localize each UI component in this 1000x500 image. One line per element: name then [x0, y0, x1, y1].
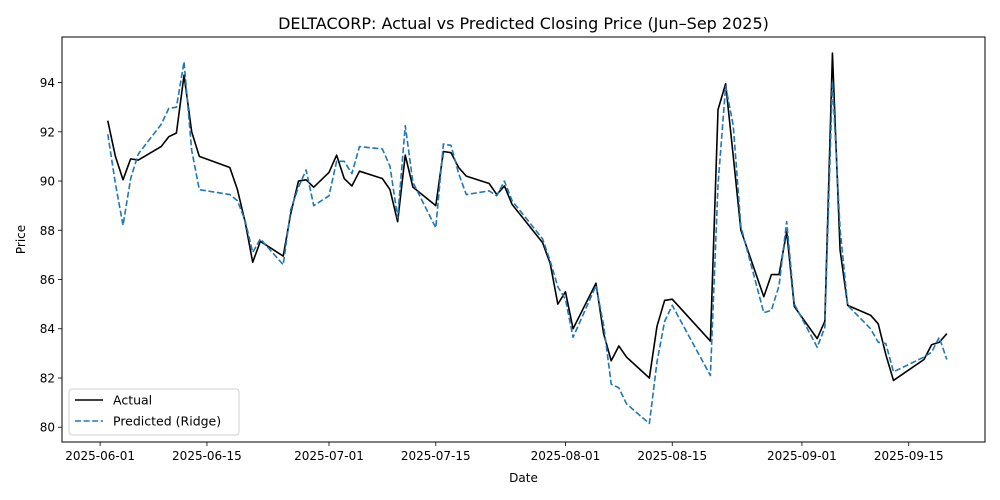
y-tick-label: 82	[40, 371, 55, 385]
x-tick-label: 2025-09-01	[767, 449, 837, 463]
x-tick-label: 2025-07-01	[294, 449, 364, 463]
series-line-predicted	[106, 60, 948, 425]
y-tick-label: 90	[40, 175, 55, 189]
x-axis-title: Date	[509, 471, 538, 485]
y-tick-label: 84	[40, 322, 55, 336]
plot-background	[62, 37, 985, 442]
x-tick-label: 2025-09-15	[874, 449, 944, 463]
y-axis: 80 82 84 86 88 90 92 94	[40, 76, 62, 435]
legend-label-predicted: Predicted (Ridge)	[113, 414, 221, 429]
chart-title: DELTACORP: Actual vs Predicted Closing P…	[278, 14, 769, 33]
legend-box	[68, 388, 240, 436]
x-tick-label: 2025-08-01	[531, 449, 601, 463]
legend-label-actual: Actual	[113, 393, 152, 408]
y-tick-label: 86	[40, 273, 55, 287]
x-tick-label: 2025-06-01	[65, 449, 135, 463]
x-axis: 2025-06-01 2025-06-15 2025-07-01 2025-07-15…	[65, 442, 944, 463]
y-axis-title: Price	[14, 225, 28, 254]
x-tick-label: 2025-07-15	[401, 449, 471, 463]
y-tick-label: 80	[40, 421, 55, 435]
x-tick-label: 2025-08-15	[637, 449, 707, 463]
series-layer	[106, 52, 948, 425]
x-tick-label: 2025-06-15	[172, 449, 242, 463]
y-tick-label: 94	[40, 76, 55, 90]
y-tick-label: 92	[40, 125, 55, 139]
legend: Actual Predicted (Ridge)	[68, 388, 240, 436]
plot-frame	[61, 36, 986, 443]
y-tick-label: 88	[40, 224, 55, 238]
plot-area	[62, 37, 985, 442]
series-line-actual	[106, 52, 948, 382]
